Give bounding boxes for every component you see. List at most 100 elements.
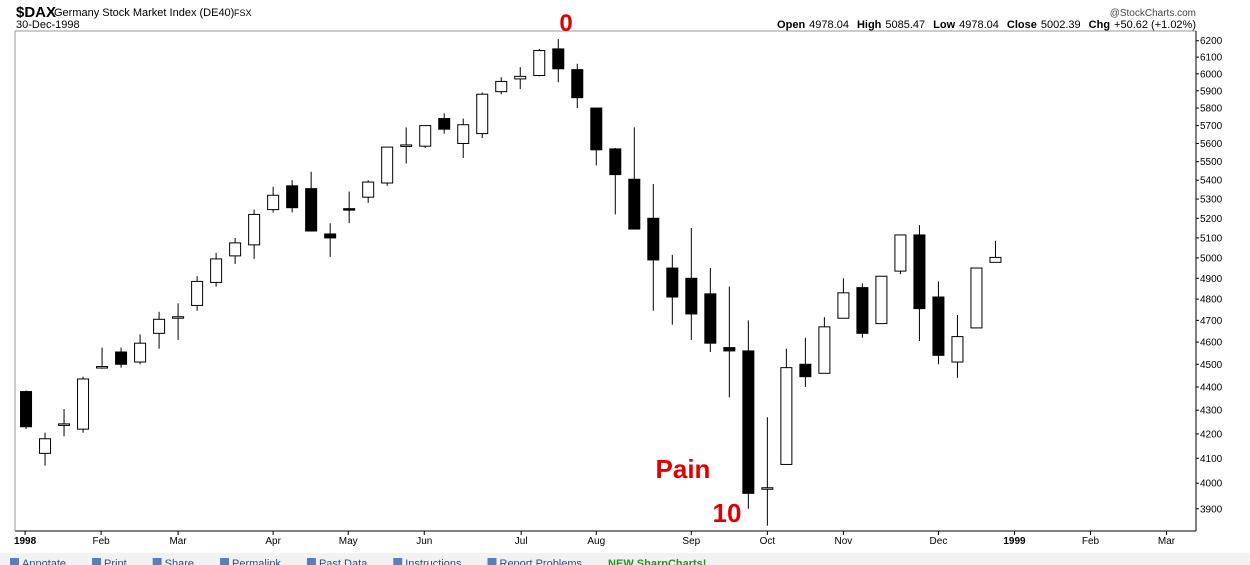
candle-body xyxy=(362,181,375,198)
candle-body xyxy=(799,363,812,378)
candle-body xyxy=(438,118,451,130)
candle-body xyxy=(267,194,280,211)
x-tick-label: Apr xyxy=(265,536,281,547)
info-label: High xyxy=(857,19,882,31)
y-tick-label: 4600 xyxy=(1200,338,1223,349)
y-tick-label: 4800 xyxy=(1200,295,1223,306)
toolbar-icon xyxy=(306,558,316,565)
candle-body xyxy=(96,366,109,369)
x-tick-label: Nov xyxy=(834,536,852,547)
info-label: Close xyxy=(1007,19,1037,31)
candle-body xyxy=(381,146,394,184)
toolbar-item[interactable]: Annotate xyxy=(22,558,66,565)
info-value: 4978.04 xyxy=(809,19,849,31)
toolbar-item[interactable]: Report Problems xyxy=(500,558,583,565)
y-tick-label: 5200 xyxy=(1200,214,1223,225)
candle-body xyxy=(115,351,128,365)
toolbar-icon xyxy=(10,558,19,565)
x-tick-label: Dec xyxy=(930,536,948,547)
candle-body xyxy=(628,178,641,230)
y-tick-label: 5500 xyxy=(1200,157,1223,168)
candle-body xyxy=(400,144,413,147)
toolbar-icon xyxy=(220,558,230,565)
candle-body xyxy=(723,347,736,352)
candle-body xyxy=(666,267,679,298)
y-tick-label: 4300 xyxy=(1200,406,1223,417)
toolbar-item[interactable]: Print xyxy=(104,558,127,565)
candle-body xyxy=(837,292,850,319)
candle-body xyxy=(742,350,755,494)
y-tick-label: 5100 xyxy=(1200,233,1223,244)
y-tick-label: 4700 xyxy=(1200,316,1223,327)
y-tick-label: 5600 xyxy=(1200,139,1223,150)
candle-body xyxy=(647,217,660,261)
info-label: Open xyxy=(777,19,805,31)
symbol: $DAX xyxy=(16,4,56,21)
toolbar-item[interactable]: Permalink xyxy=(232,558,281,565)
candle-body xyxy=(324,233,337,239)
x-tick-label: May xyxy=(339,536,358,547)
candle-body xyxy=(286,185,299,209)
x-tick-label: Feb xyxy=(1082,536,1100,547)
annotation: 0 xyxy=(559,10,572,37)
info-label: Low xyxy=(933,19,955,31)
info-value: 5085.47 xyxy=(885,19,925,31)
candle-body xyxy=(552,48,565,70)
y-tick-label: 4900 xyxy=(1200,274,1223,285)
y-tick-label: 4000 xyxy=(1200,479,1223,490)
candle-body xyxy=(229,242,242,257)
candle-body xyxy=(780,367,793,465)
candle-body xyxy=(932,296,945,356)
y-tick-label: 5900 xyxy=(1200,86,1223,97)
x-tick-label: Feb xyxy=(92,536,110,547)
info-value: 5002.39 xyxy=(1041,19,1081,31)
toolbar-icon xyxy=(393,558,403,565)
info-value: +50.62 (+1.02%) xyxy=(1114,19,1196,31)
candle-body xyxy=(343,208,356,211)
toolbar-icon xyxy=(152,558,162,565)
chart-title: Germany Stock Market Index (DE40) xyxy=(54,7,234,19)
y-tick-label: 4500 xyxy=(1200,360,1223,371)
y-tick-label: 6000 xyxy=(1200,69,1223,80)
candle-body xyxy=(514,75,527,80)
candle-body xyxy=(970,267,983,329)
candle-body xyxy=(685,277,698,315)
x-tick-label: Aug xyxy=(587,536,605,547)
annotation: Pain xyxy=(656,454,711,484)
y-tick-label: 6200 xyxy=(1200,36,1223,47)
y-tick-label: 4100 xyxy=(1200,454,1223,465)
y-tick-label: 4200 xyxy=(1200,429,1223,440)
toolbar-item[interactable]: NEW SharpCharts! xyxy=(608,558,706,565)
candle-body xyxy=(495,80,508,93)
candle-body xyxy=(210,258,223,283)
toolbar-item[interactable]: Share xyxy=(165,558,194,565)
candle-body xyxy=(818,326,831,374)
candle-body xyxy=(533,50,546,77)
exchange: FSX xyxy=(234,8,252,18)
x-tick-label: 1998 xyxy=(14,536,37,547)
candle-body xyxy=(191,280,204,306)
candle-body xyxy=(894,234,907,272)
candle-body xyxy=(571,69,584,99)
candle-body xyxy=(58,423,71,426)
candle-body xyxy=(590,107,603,151)
x-tick-label: 1999 xyxy=(1003,536,1026,547)
y-tick-label: 4400 xyxy=(1200,382,1223,393)
candle-body xyxy=(457,124,470,144)
candle-body xyxy=(704,293,717,344)
y-tick-label: 6100 xyxy=(1200,53,1223,64)
candle-body xyxy=(951,336,964,363)
x-tick-label: Jul xyxy=(515,536,528,547)
candle-body xyxy=(419,125,432,147)
toolbar-icon xyxy=(92,558,102,565)
candle-body xyxy=(856,287,869,334)
candle-body xyxy=(134,342,147,363)
y-tick-label: 5800 xyxy=(1200,104,1223,115)
toolbar-item[interactable]: Instructions xyxy=(405,558,462,565)
toolbar-item[interactable]: Past Data xyxy=(319,558,368,565)
chart-date: 30-Dec-1998 xyxy=(16,19,80,31)
y-tick-label: 3900 xyxy=(1200,504,1223,515)
candle-body xyxy=(305,188,318,232)
